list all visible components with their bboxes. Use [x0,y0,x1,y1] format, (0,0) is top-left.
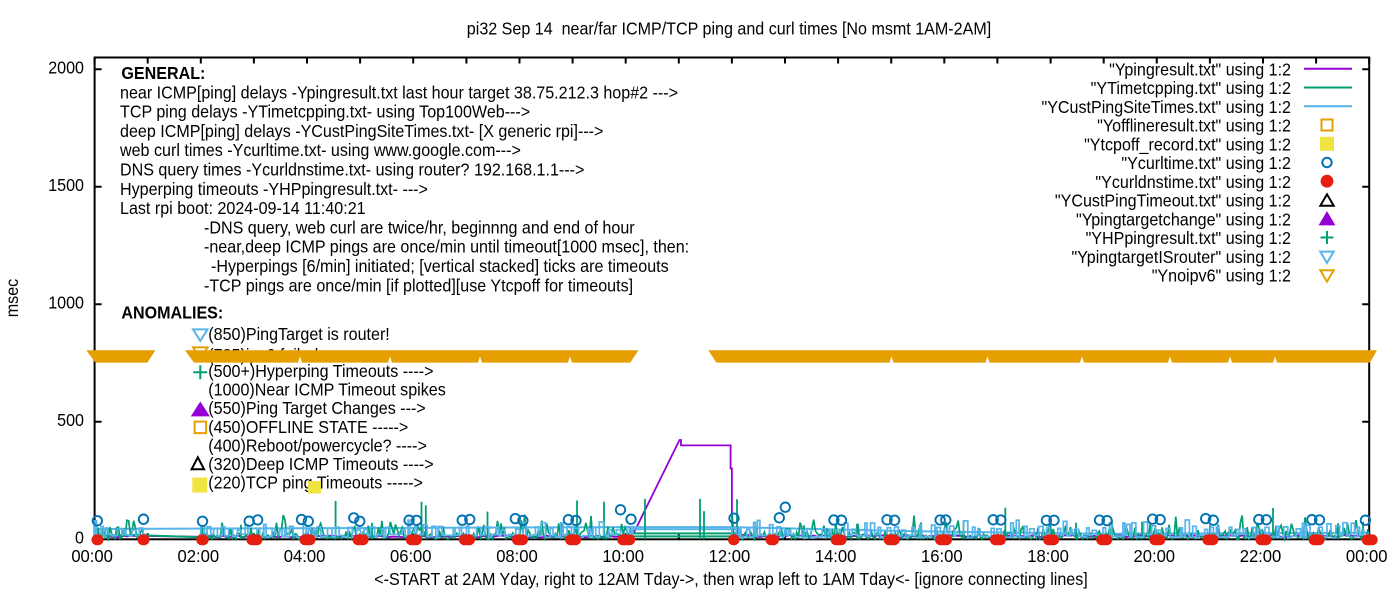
svg-text:00:00: 00:00 [1346,547,1388,566]
svg-text:DNS query times -Ycurldnstime.: DNS query times -Ycurldnstime.txt- using… [120,160,584,180]
svg-text:18:00: 18:00 [1027,547,1069,566]
svg-text:"Ypingresult.txt" using 1:2: "Ypingresult.txt" using 1:2 [1109,60,1291,80]
svg-text:12:00: 12:00 [709,547,751,566]
svg-text:-near,deep ICMP pings are once: -near,deep ICMP pings are once/min until… [204,237,689,257]
svg-text:Hyperping timeouts -YHPpingres: Hyperping timeouts -YHPpingresult.txt- -… [120,179,428,199]
svg-text:"YHPpingresult.txt" using 1:2: "YHPpingresult.txt" using 1:2 [1086,228,1291,248]
svg-text:"YCustPingSiteTimes.txt" using: "YCustPingSiteTimes.txt" using 1:2 [1041,97,1291,117]
svg-text:GENERAL:: GENERAL: [121,63,205,83]
svg-text:ANOMALIES:: ANOMALIES: [121,303,223,323]
svg-text:pi32 Sep 14 near/far ICMP/TCP: pi32 Sep 14 near/far ICMP/TCP ping and c… [467,19,991,39]
svg-text:(850)PingTarget is router!: (850)PingTarget is router! [208,324,389,344]
svg-text:14:00: 14:00 [815,547,857,566]
svg-text:(550)Ping Target Changes --->: (550)Ping Target Changes ---> [208,399,425,419]
svg-text:08:00: 08:00 [496,547,538,566]
svg-text:(1000)Near ICMP Timeout spikes: (1000)Near ICMP Timeout spikes [208,380,445,400]
svg-text:-DNS query, web curl are twice: -DNS query, web curl are twice/hr, begin… [204,218,635,238]
svg-text:00:00: 00:00 [71,547,113,566]
svg-text:near ICMP[ping] delays -Ypingr: near ICMP[ping] delays -Ypingresult.txt … [120,83,678,103]
svg-text:04:00: 04:00 [284,547,326,566]
svg-text:(400)Reboot/powercycle? ---->: (400)Reboot/powercycle? ----> [208,436,427,456]
svg-text:"Yofflineresult.txt" using 1:2: "Yofflineresult.txt" using 1:2 [1097,116,1291,136]
svg-text:1000: 1000 [48,293,84,313]
svg-text:deep ICMP[ping] delays -YCustP: deep ICMP[ping] delays -YCustPingSiteTim… [120,121,603,141]
svg-text:16:00: 16:00 [921,547,963,566]
svg-text:500: 500 [57,410,84,430]
svg-text:<-START at 2AM Yday, right to: <-START at 2AM Yday, right to 12AM Tday-… [374,569,1088,589]
svg-text:"YCustPingTimeout.txt" using 1: "YCustPingTimeout.txt" using 1:2 [1055,191,1291,211]
svg-text:"Ycurltime.txt" using 1:2: "Ycurltime.txt" using 1:2 [1121,153,1291,173]
svg-text:Last rpi boot: 2024-09-14 11:4: Last rpi boot: 2024-09-14 11:40:21 [120,198,366,218]
svg-text:20:00: 20:00 [1133,547,1175,566]
svg-text:1500: 1500 [48,175,84,195]
svg-text:-TCP pings are once/min [if pl: -TCP pings are once/min [if plotted][use… [204,276,633,296]
svg-text:"Ycurldnstime.txt" using 1:2: "Ycurldnstime.txt" using 1:2 [1095,172,1291,192]
svg-text:0: 0 [75,528,84,548]
svg-text:22:00: 22:00 [1240,547,1282,566]
svg-text:(450)OFFLINE STATE ----->: (450)OFFLINE STATE -----> [208,417,408,437]
svg-text:msec: msec [2,279,22,317]
svg-text:"Ypingtargetchange" using 1:2: "Ypingtargetchange" using 1:2 [1076,210,1291,230]
svg-text:web curl times -Ycurltime.txt-: web curl times -Ycurltime.txt- using www… [119,141,521,161]
svg-text:(320)Deep ICMP Timeouts ---->: (320)Deep ICMP Timeouts ----> [208,454,433,474]
svg-text:2000: 2000 [48,58,84,78]
svg-text:(500+)Hyperping Timeouts ---->: (500+)Hyperping Timeouts ----> [208,361,433,381]
svg-text:"Ynoipv6" using 1:2: "Ynoipv6" using 1:2 [1152,266,1291,286]
svg-text:TCP ping delays -YTimetcpping.: TCP ping delays -YTimetcpping.txt- using… [120,102,530,122]
svg-text:02:00: 02:00 [178,547,220,566]
svg-text:10:00: 10:00 [602,547,644,566]
svg-text:-Hyperpings [6/min] initiated;: -Hyperpings [6/min] initiated; [vertical… [211,256,669,276]
svg-text:"YpingtargetISrouter" using 1:: "YpingtargetISrouter" using 1:2 [1072,247,1291,267]
svg-text:06:00: 06:00 [390,547,432,566]
svg-text:"YTimetcpping.txt" using 1:2: "YTimetcpping.txt" using 1:2 [1091,78,1291,98]
svg-text:"Ytcpoff_record.txt" using 1:2: "Ytcpoff_record.txt" using 1:2 [1084,135,1291,155]
